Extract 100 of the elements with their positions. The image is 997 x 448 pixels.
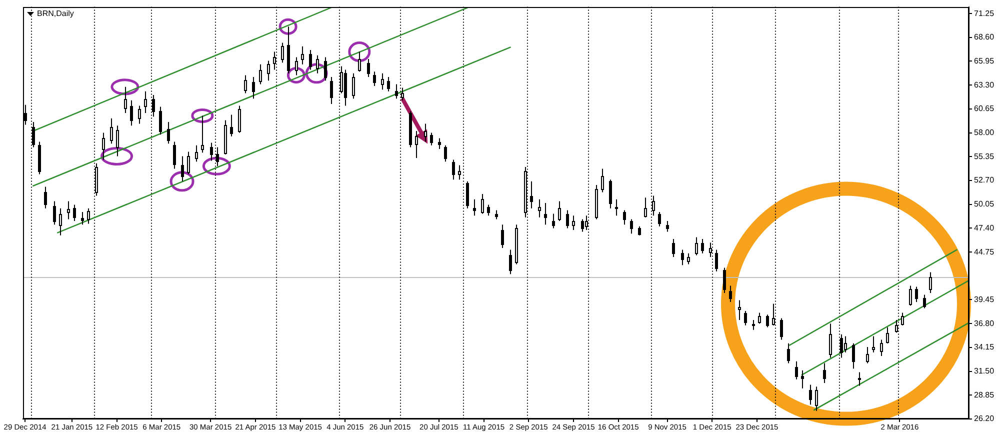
y-tick-label: 50.05 — [974, 200, 995, 209]
candlestick — [309, 50, 312, 70]
candlestick — [544, 202, 547, 226]
candlestick — [758, 312, 761, 324]
y-tick-label: 39.45 — [974, 294, 995, 304]
candlestick — [330, 76, 333, 104]
candlestick — [595, 184, 598, 220]
candlestick — [852, 342, 855, 370]
candlestick — [201, 115, 204, 154]
candlestick — [538, 198, 541, 218]
y-tick-label: 55.35 — [974, 152, 995, 161]
y-tick-label: 44.75 — [974, 247, 995, 256]
candlestick — [381, 72, 384, 90]
candlestick — [715, 249, 718, 272]
candlestick — [901, 312, 904, 326]
candlestick — [466, 180, 469, 209]
candlestick — [124, 86, 127, 114]
candlestick — [509, 249, 512, 275]
candlestick — [801, 370, 804, 389]
y-tick-label: 31.50 — [974, 366, 995, 376]
candlestick — [752, 320, 755, 330]
candlestick — [252, 76, 255, 100]
candlestick — [795, 360, 798, 380]
candlestick — [923, 294, 926, 309]
candlestick — [787, 342, 790, 364]
candlestick — [281, 42, 284, 64]
candlestick — [630, 218, 633, 234]
candlestick — [823, 362, 826, 384]
y-tick-label: 58.00 — [974, 128, 995, 138]
candlestick — [116, 125, 119, 157]
candlestick — [609, 179, 612, 209]
candlestick — [373, 71, 376, 86]
candlestick — [187, 151, 190, 175]
candlestick — [515, 224, 518, 265]
candlestick — [780, 318, 783, 340]
candlestick — [815, 386, 818, 412]
candlestick — [67, 200, 70, 220]
candlestick — [744, 310, 747, 326]
candlestick — [59, 208, 62, 236]
candlestick — [487, 204, 490, 216]
candlestick — [766, 314, 769, 328]
candlestick — [173, 141, 176, 170]
candlestick — [658, 212, 661, 227]
candlestick — [623, 210, 626, 226]
candlestick — [395, 84, 398, 100]
candlestick — [858, 372, 861, 386]
candlestick — [601, 168, 604, 193]
candlestick — [638, 226, 641, 236]
y-tick-label: 65.95 — [974, 56, 995, 66]
candlestick — [430, 132, 433, 146]
candlestick — [102, 132, 105, 160]
candlestick — [367, 58, 370, 78]
candlestick — [723, 267, 726, 294]
candlestick — [681, 249, 684, 266]
y-tick-label: 52.70 — [974, 176, 995, 185]
candlestick — [452, 159, 455, 180]
candlestick — [481, 194, 484, 214]
candlestick — [195, 144, 198, 162]
candlestick — [572, 215, 575, 230]
candlestick — [444, 144, 447, 162]
candlestick — [424, 123, 427, 142]
candlestick — [687, 252, 690, 265]
y-tick-label: 63.30 — [974, 80, 995, 90]
candlestick — [415, 130, 418, 158]
candlestick — [87, 208, 90, 224]
candlestick — [358, 51, 361, 72]
candlestick — [81, 212, 84, 226]
candlestick — [73, 204, 76, 222]
candlestick — [672, 238, 675, 258]
candlestick — [38, 141, 41, 175]
candlestick — [644, 197, 647, 218]
y-tick-label: 60.65 — [974, 104, 995, 114]
candlestick — [230, 114, 233, 137]
candlestick — [909, 285, 912, 306]
candlestick — [138, 105, 141, 124]
y-tick-label: 26.20 — [974, 414, 995, 424]
candlestick — [259, 64, 262, 85]
candlestick — [130, 100, 133, 126]
candlestick — [344, 69, 347, 106]
candlestick — [695, 236, 698, 256]
candlestick — [224, 120, 227, 155]
candlestick — [210, 142, 213, 162]
candlestick — [530, 180, 533, 209]
y-tick-label: 47.40 — [974, 223, 995, 232]
candlestick — [44, 186, 47, 209]
candlestick — [167, 122, 170, 144]
candlestick — [666, 220, 669, 232]
candlestick — [110, 118, 113, 144]
candlestick — [866, 346, 869, 364]
candlestick — [929, 272, 932, 294]
candlestick — [287, 26, 290, 74]
candlestick — [886, 326, 889, 344]
candlestick — [438, 138, 441, 150]
candlestick — [738, 300, 741, 320]
y-tick-label: 36.80 — [974, 318, 995, 328]
candlestick — [872, 336, 875, 353]
chart-title: BRN,Daily — [37, 8, 74, 19]
candlestick — [267, 60, 270, 82]
candlestick — [181, 156, 184, 182]
candlestick — [566, 210, 569, 229]
